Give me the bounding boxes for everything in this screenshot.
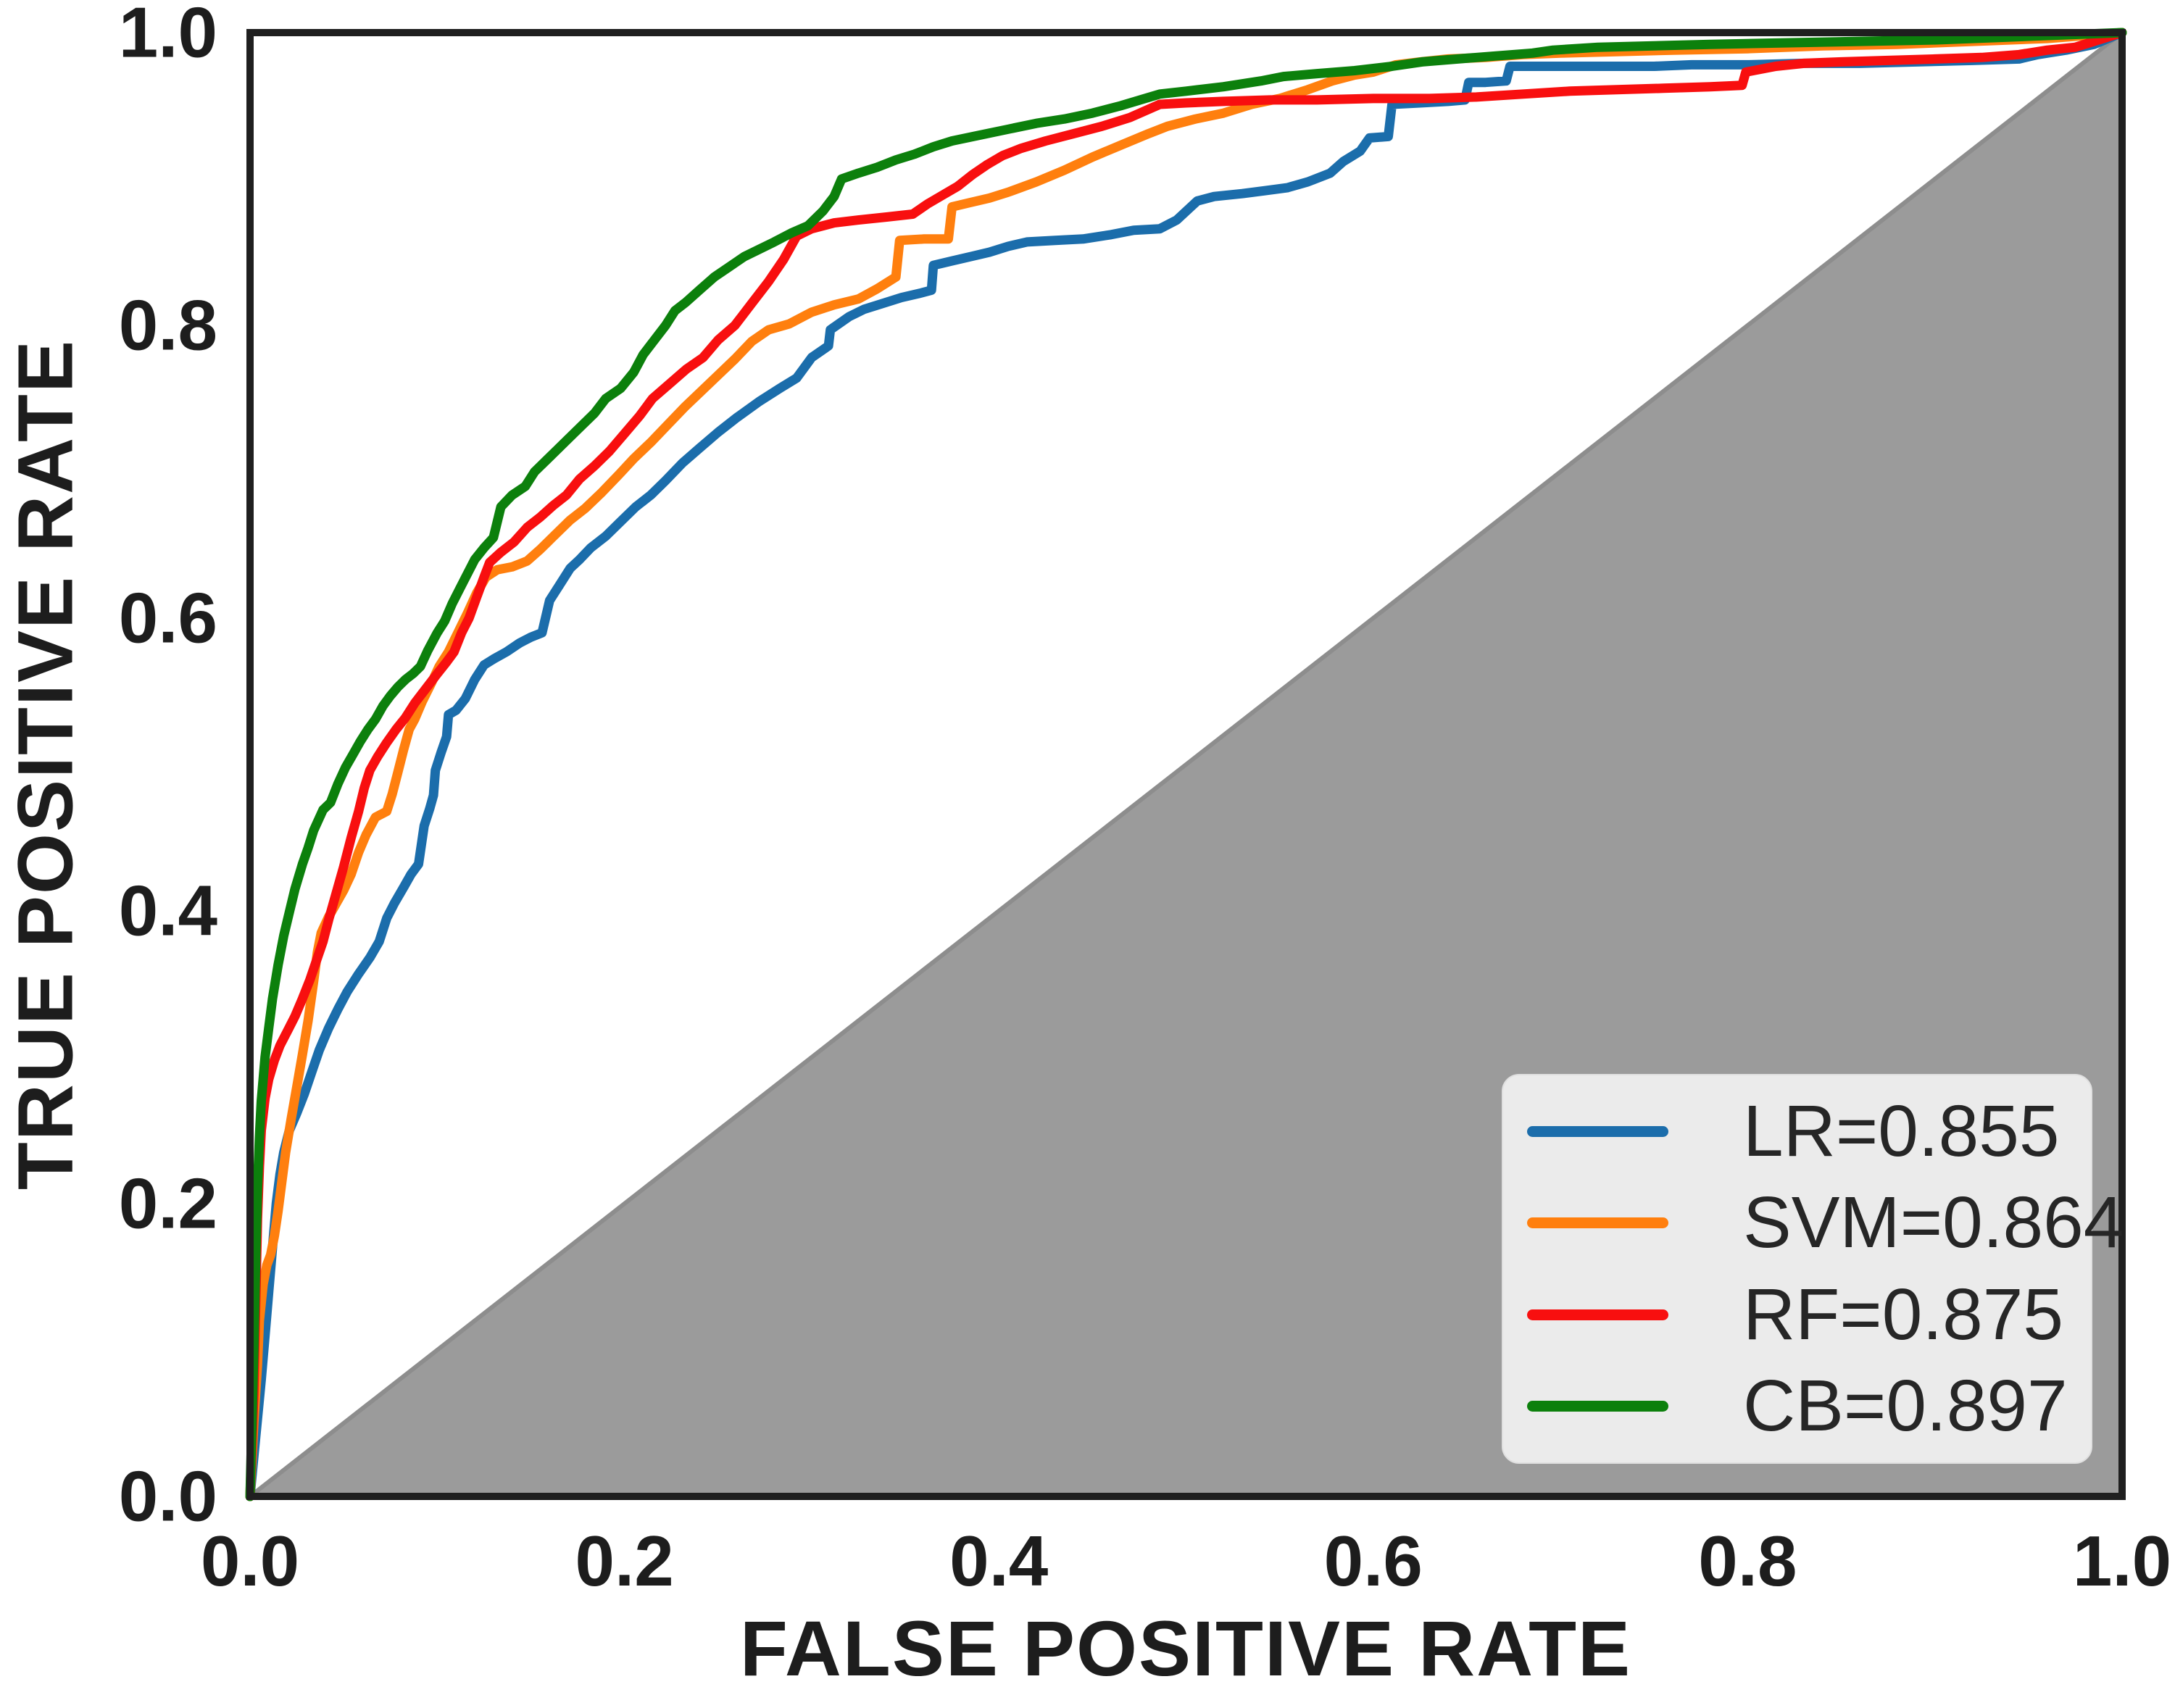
x-tick-label-0.4: 0.4 — [949, 1521, 1049, 1601]
legend-entry-cb: CB=0.897 — [1503, 1365, 2091, 1448]
roc-curve-rf — [245, 28, 2127, 1501]
y-tick-label-0.6: 0.6 — [118, 578, 217, 658]
legend-line-icon — [1527, 1125, 1668, 1137]
x-tick-label-0.0: 0.0 — [200, 1521, 300, 1601]
x-tick-label-0.8: 0.8 — [1698, 1521, 1797, 1601]
roc-curve-cb — [245, 28, 2127, 1501]
y-axis-title: TRUE POSITIVE RATE — [1, 338, 89, 1191]
x-tick-label-1.0: 1.0 — [2072, 1521, 2172, 1601]
legend-label: LR=0.855 — [1743, 1090, 2060, 1172]
legend-line-icon — [1527, 1401, 1668, 1412]
legend-line-icon — [1527, 1217, 1668, 1229]
legend-entry-lr: LR=0.855 — [1503, 1090, 2091, 1173]
legend-entry-svm: SVM=0.864 — [1503, 1181, 2124, 1265]
x-tick-label-0.2: 0.2 — [575, 1521, 674, 1601]
legend-label: RF=0.875 — [1743, 1273, 2063, 1355]
y-tick-label-0.8: 0.8 — [118, 285, 217, 365]
y-tick-label-0.4: 0.4 — [118, 870, 217, 951]
y-tick-label-0.0: 0.0 — [118, 1456, 217, 1536]
legend: LR=0.855 SVM=0.864 RF=0.875 CB=0.897 — [1502, 1074, 2124, 1464]
x-axis-title: FALSE POSITIVE RATE — [739, 1604, 1632, 1692]
y-tick-label-0.2: 0.2 — [118, 1163, 217, 1243]
legend-line-icon — [1527, 1309, 1668, 1320]
plot-border — [246, 29, 2126, 1500]
legend-label: SVM=0.864 — [1743, 1182, 2124, 1264]
legend-entry-rf: RF=0.875 — [1503, 1273, 2091, 1357]
x-tick-label-0.6: 0.6 — [1323, 1521, 1423, 1601]
legend-label: CB=0.897 — [1743, 1365, 2068, 1447]
y-tick-label-1.0: 1.0 — [118, 0, 217, 72]
chance-diagonal-line — [249, 30, 2124, 1499]
